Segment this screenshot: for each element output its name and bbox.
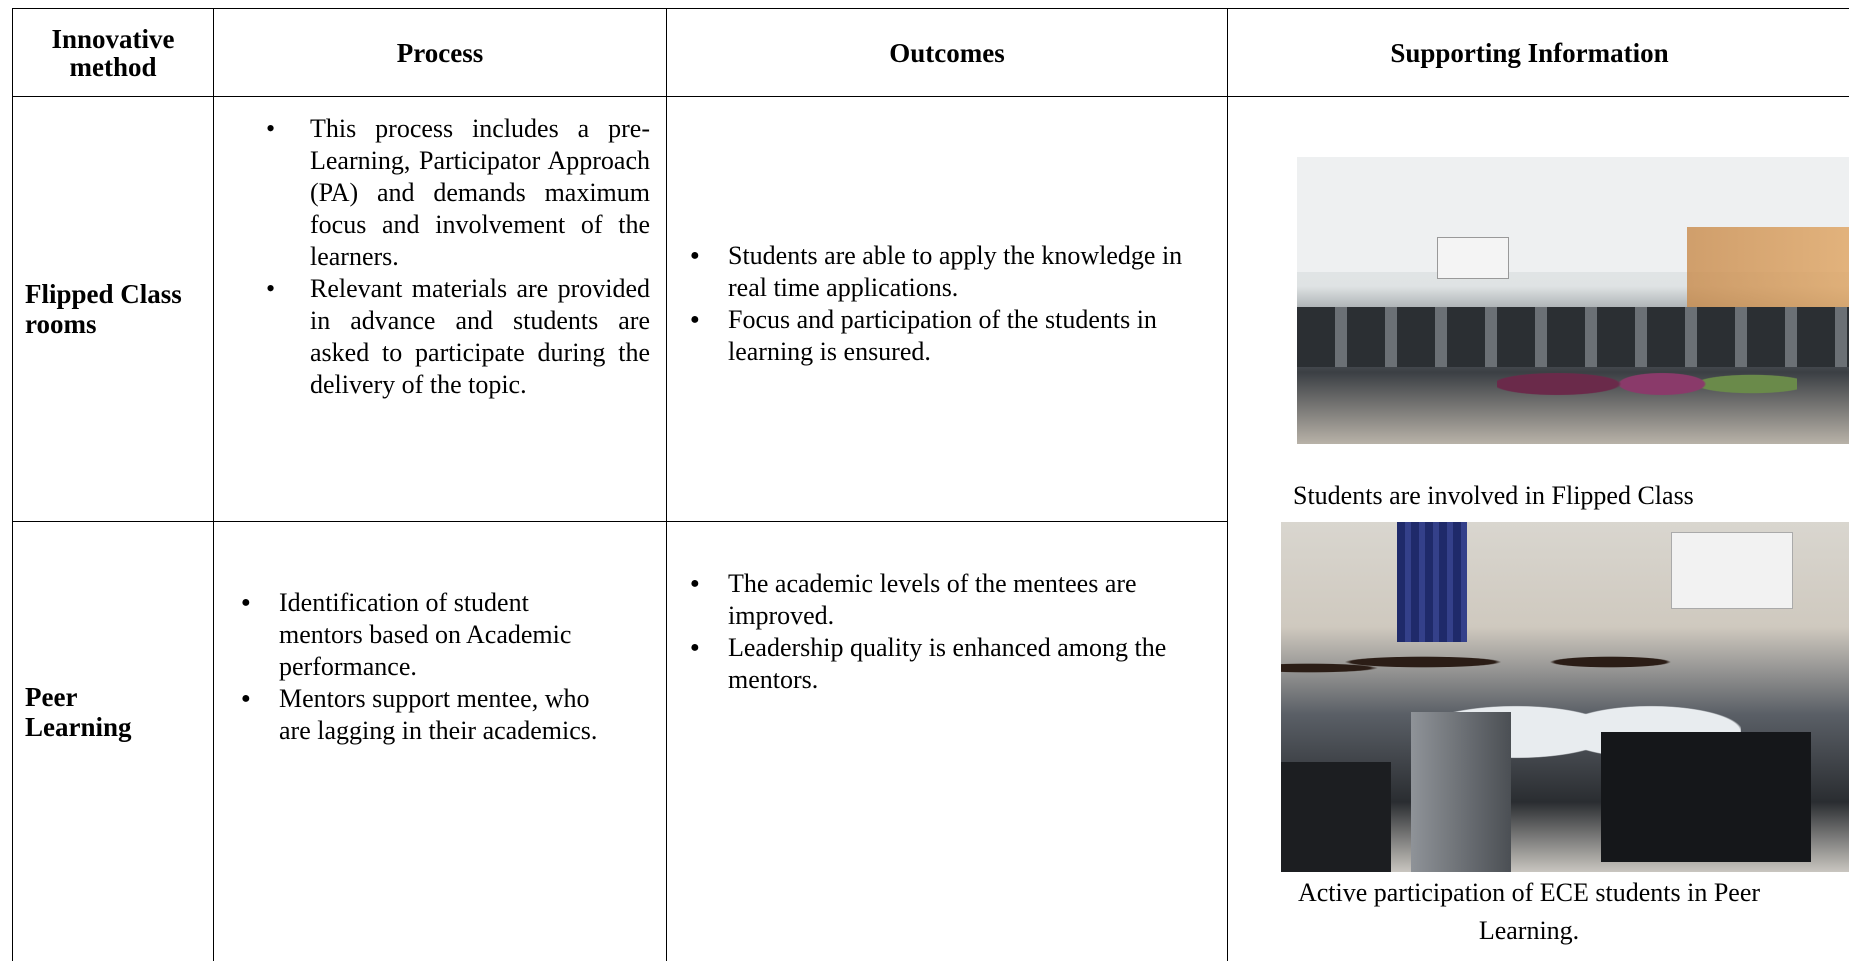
photo-peer-learning <box>1281 522 1849 872</box>
method-text: Flipped Class rooms <box>25 279 182 339</box>
method-cell: Flipped Class rooms <box>12 96 213 521</box>
photo-monitor <box>1281 762 1391 872</box>
header-text: Supporting Information <box>1390 37 1669 68</box>
support-cell <box>1227 96 1849 521</box>
header-text: Process <box>396 37 484 68</box>
process-cell: This process includes a pre-Learning, Pa… <box>213 96 666 521</box>
outcomes-list: Students are able to apply the knowledge… <box>690 240 1218 368</box>
outcomes-list: The academic levels of the mentees are i… <box>690 568 1198 696</box>
process-item: Relevant materials are provided in advan… <box>266 273 650 401</box>
support-cell <box>1227 521 1849 961</box>
header-cell: Outcomes <box>666 8 1227 96</box>
outcome-item: Students are able to apply the knowledge… <box>690 240 1218 304</box>
photo-students <box>1497 342 1797 412</box>
photo-cpu <box>1411 712 1511 872</box>
header-cell: Process <box>213 8 666 96</box>
photo-monitor <box>1601 732 1811 862</box>
header-text: Outcomes <box>889 37 1005 68</box>
outcomes-cell: The academic levels of the mentees are i… <box>666 521 1227 961</box>
photo-caption: Students are involved in Flipped Class <box>1293 481 1694 510</box>
method-text: Peer Learning <box>25 681 132 742</box>
outcome-item: The academic levels of the mentees are i… <box>690 568 1198 632</box>
header-cell: Innovative method <box>12 8 213 96</box>
process-item: This process includes a pre-Learning, Pa… <box>266 113 650 273</box>
process-list: Identification of student mentors based … <box>241 587 609 747</box>
outcome-item: Leadership quality is enhanced among the… <box>690 632 1198 696</box>
process-list: This process includes a pre-Learning, Pa… <box>266 113 650 401</box>
photo-caption: Active participation of ECE students in … <box>1297 878 1761 945</box>
header-text: Innovative method <box>51 23 175 82</box>
process-item: Mentors support mentee, who are lagging … <box>241 683 609 747</box>
process-cell: Identification of student mentors based … <box>213 521 666 961</box>
header-cell: Supporting Information <box>1227 8 1849 96</box>
outcomes-cell: Students are able to apply the knowledge… <box>666 96 1227 521</box>
process-item: Identification of student mentors based … <box>241 587 609 683</box>
photo-flipped-class <box>1297 157 1849 444</box>
photo-screen <box>1437 237 1509 279</box>
outcome-item: Focus and participation of the students … <box>690 304 1218 368</box>
photo-screen <box>1671 532 1793 609</box>
photo-curtain <box>1397 522 1467 642</box>
method-cell: Peer Learning <box>12 521 213 961</box>
